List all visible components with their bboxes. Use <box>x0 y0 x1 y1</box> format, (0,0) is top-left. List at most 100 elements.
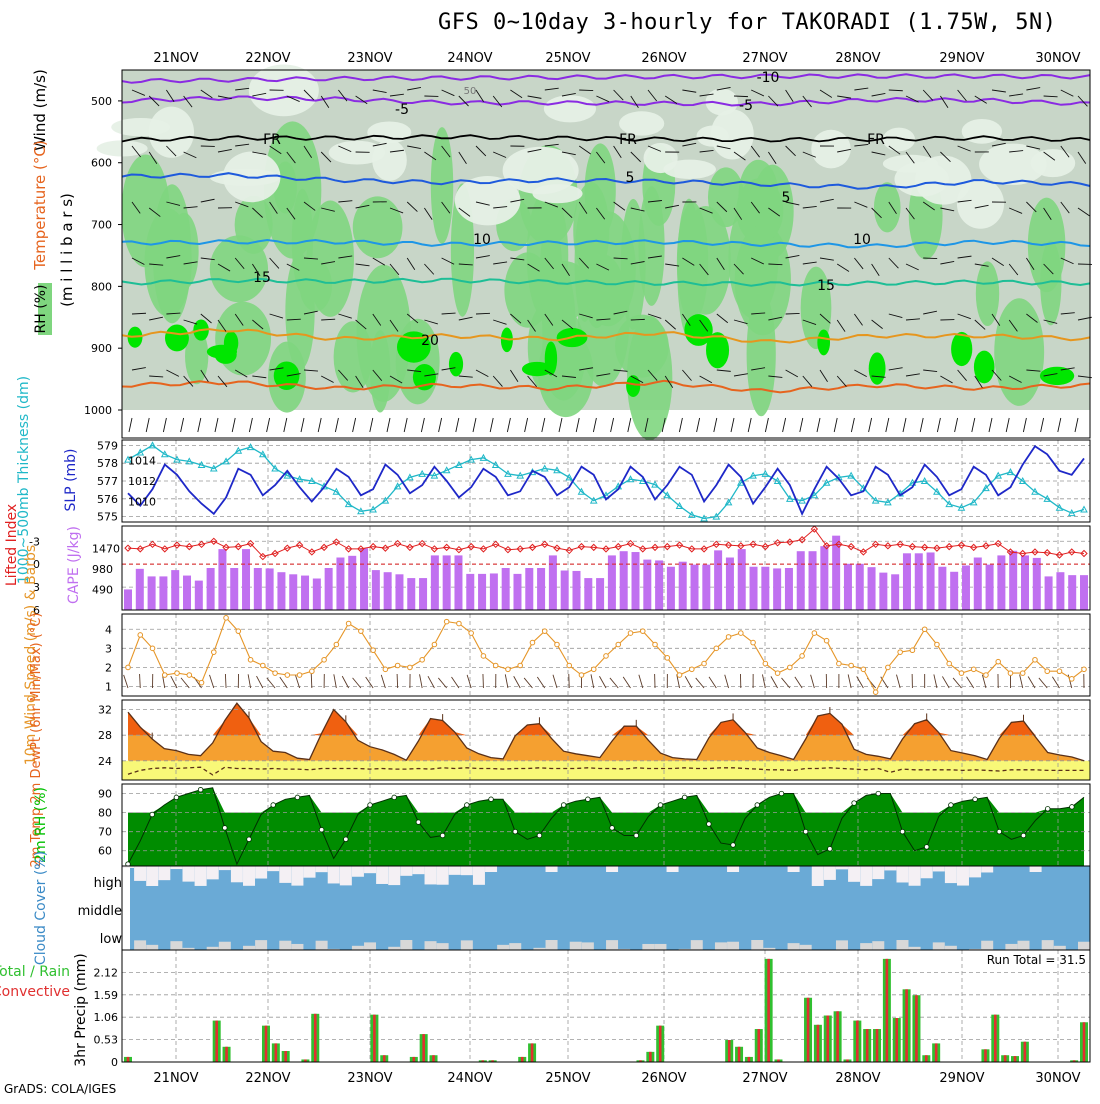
precip-convective-bar <box>284 1051 287 1062</box>
cloud-low-block <box>788 943 800 950</box>
wind10-point <box>1045 669 1050 674</box>
wind10-barb <box>140 674 141 688</box>
cloud-high-block <box>909 866 921 886</box>
cloud-high-block <box>425 866 437 884</box>
cape-bar <box>360 548 368 610</box>
rh-blob-saturated <box>522 362 552 376</box>
precip-convective-bar <box>905 989 908 1062</box>
cloud-low-block <box>316 941 328 950</box>
cloud-high-block <box>981 866 993 872</box>
precip-convective-bar <box>1024 1042 1027 1062</box>
wind10-point <box>1069 677 1074 682</box>
cloud-low-block <box>255 940 267 950</box>
pressure-tick-label: 800 <box>91 280 112 293</box>
cloud-high-block <box>304 866 316 878</box>
wind10-point <box>359 629 364 634</box>
cloud-low-block <box>364 942 376 950</box>
wind10-barb <box>1028 676 1035 688</box>
rh-blob-dry <box>544 95 596 122</box>
precip-convective-bar <box>413 1057 416 1062</box>
cape-bar <box>1068 575 1076 610</box>
date-label-bottom: 25NOV <box>545 1071 590 1086</box>
date-label-bottom: 28NOV <box>835 1071 880 1086</box>
cape-bar <box>584 578 592 610</box>
cape-bar <box>277 572 285 610</box>
wind-barb <box>923 258 937 259</box>
cloud-low-block <box>400 940 412 950</box>
date-label-bottom: 27NOV <box>742 1071 787 1086</box>
temp-area <box>128 703 1084 761</box>
rh-blob-moist <box>235 196 273 254</box>
cape-bar <box>891 574 899 610</box>
cloud-low-block <box>800 945 812 950</box>
temp2m-tick-label: 32 <box>98 704 112 717</box>
wind10-point <box>591 667 596 672</box>
cape-bar <box>301 576 309 610</box>
precip-convective-bar <box>265 1026 268 1062</box>
cape-bar <box>679 562 687 610</box>
cloud-high-block <box>872 866 884 879</box>
rh2m-point <box>489 797 494 802</box>
precip-convective-bar <box>659 1026 662 1062</box>
wind10-point <box>1057 669 1062 674</box>
wind10-point <box>224 616 229 621</box>
precip-convective-bar <box>817 1025 820 1062</box>
wind10-point <box>273 671 278 676</box>
wind-barb <box>786 313 800 314</box>
rh-blob-dry <box>1031 149 1076 177</box>
isotherm-label: 5 <box>782 190 791 206</box>
cape-tick-label: 980 <box>92 563 113 576</box>
cape-bar <box>572 571 580 610</box>
precip-convective-bar <box>895 1018 898 1062</box>
precip-convective-bar <box>1014 1056 1017 1062</box>
cape-bar <box>502 568 510 610</box>
wind10-barb <box>397 674 398 688</box>
rh2m-point <box>247 837 252 842</box>
rh2m-point <box>295 795 300 800</box>
rh2m-point <box>440 833 445 838</box>
precip-convective-bar <box>886 959 889 1062</box>
cape-bar <box>159 576 167 610</box>
wind10-point <box>788 665 793 670</box>
date-label-top: 29NOV <box>939 51 984 66</box>
precip-convective-bar <box>866 1029 869 1062</box>
cloud-low-block <box>751 940 763 950</box>
wind10-point <box>211 650 216 655</box>
cloud-low-block <box>146 945 158 950</box>
run-total-label: Run Total = 31.5 <box>987 953 1086 967</box>
precip-legend-convective: Convective <box>0 984 70 1000</box>
cloud-high-block <box>291 866 303 886</box>
wind10-point <box>567 663 572 668</box>
wind10-point <box>310 669 315 674</box>
cloud-low-block <box>170 941 182 950</box>
cape-bar <box>903 553 911 610</box>
wind10-point <box>726 635 731 640</box>
cape-axis-label: CAPE (J/kg) <box>66 526 82 604</box>
rh2m-point <box>1021 833 1026 838</box>
wind10-point <box>775 671 780 676</box>
cape-bar <box>266 568 274 610</box>
wind10-point <box>395 663 400 668</box>
rh2m-point <box>1070 805 1075 810</box>
rh-blob-moist <box>736 178 783 243</box>
precip-convective-bar <box>738 1047 741 1062</box>
wind10-point <box>861 667 866 672</box>
precip-convective-bar <box>915 995 918 1062</box>
cloud-low-block <box>1017 941 1029 950</box>
precip-convective-bar <box>521 1057 524 1062</box>
date-label-top: 24NOV <box>447 51 492 66</box>
rh-blob-dry <box>663 160 716 179</box>
precip-convective-bar <box>757 1029 760 1062</box>
wind10-tick-label: 1 <box>105 680 112 693</box>
cloud-low-block <box>872 941 884 950</box>
rh2m-point <box>513 829 518 834</box>
cloud-high-block <box>485 866 497 872</box>
cape-bar <box>207 568 215 610</box>
wind10-point <box>162 673 167 678</box>
wind10-barb <box>591 674 594 688</box>
date-label-top: 26NOV <box>641 51 686 66</box>
cloud-level-label: middle <box>78 904 122 919</box>
wind10-point <box>1008 671 1013 676</box>
cloud-high-block <box>158 866 170 880</box>
slp-line <box>128 446 1084 514</box>
